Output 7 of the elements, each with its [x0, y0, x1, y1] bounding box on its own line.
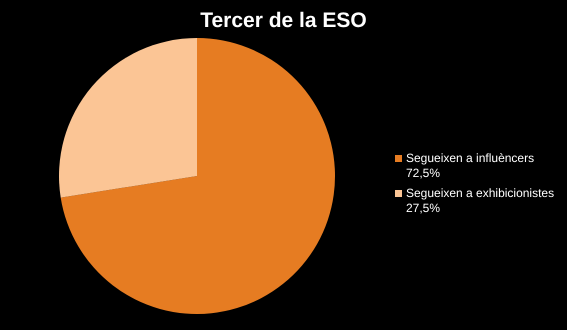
data-label: 72,5% — [406, 166, 440, 180]
pie-slice — [60, 38, 335, 314]
legend-label: Segueixen a exhibicionistes — [406, 186, 554, 200]
data-label: 27,5% — [406, 201, 440, 215]
chart-title: Tercer de la ESO — [200, 9, 367, 32]
pie-slice — [59, 38, 197, 198]
legend-label: Segueixen a influèncers — [406, 151, 534, 165]
